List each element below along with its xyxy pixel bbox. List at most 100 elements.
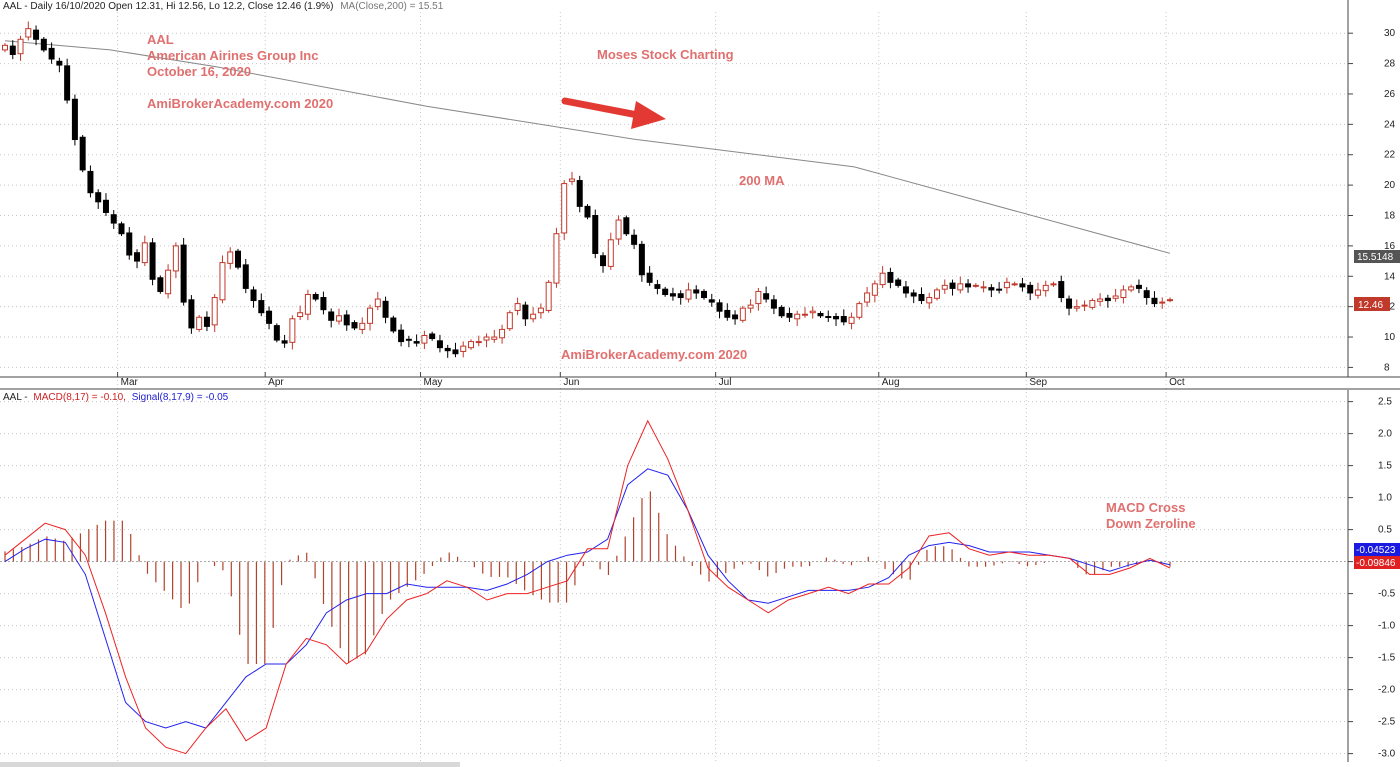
candle-body <box>126 232 133 256</box>
candle-body <box>623 217 630 235</box>
candle-body <box>444 347 451 352</box>
annotation-ma-label: 200 MA <box>739 173 785 188</box>
candle-body <box>856 303 863 318</box>
candle-body <box>506 312 513 330</box>
candle-body <box>1019 283 1026 288</box>
candle-body <box>669 293 676 297</box>
candle-body <box>33 29 40 40</box>
sheet-tab-strip[interactable] <box>0 762 460 767</box>
candle-body <box>273 325 280 341</box>
price-y-tick-label: 14 <box>1384 271 1396 282</box>
annotation-company: American Airines Group Inc <box>147 48 318 63</box>
candle-body <box>219 262 226 301</box>
price-y-tick-label: 24 <box>1384 119 1396 130</box>
month-label: May <box>424 377 443 388</box>
macd-histogram-layer <box>4 491 1171 664</box>
candle-body <box>149 242 156 280</box>
candle-body <box>242 264 249 289</box>
candle-body <box>537 307 544 314</box>
price-y-tick-label: 22 <box>1384 150 1396 161</box>
candle-body <box>79 136 86 171</box>
candle-body <box>732 314 739 320</box>
macd-y-tick-label: -1.5 <box>1378 653 1396 664</box>
candle-body <box>382 300 389 318</box>
candle-body <box>491 336 498 340</box>
close-value-badge: 12.46 <box>1354 297 1390 311</box>
candle-body <box>910 292 917 297</box>
macd-y-tick-label: -2.0 <box>1378 685 1396 696</box>
candle-body <box>297 312 304 318</box>
candle-body <box>421 335 428 344</box>
candle-body <box>1011 283 1018 286</box>
candle-body <box>965 283 972 288</box>
candle-body <box>1058 281 1065 299</box>
candle-body <box>631 234 638 245</box>
candle-body <box>165 269 172 295</box>
candle-body <box>483 336 490 341</box>
candle-body <box>561 183 568 234</box>
grid-lines <box>0 12 1353 762</box>
candle-body <box>48 47 55 60</box>
candle-body <box>1003 281 1010 289</box>
annotation-ticker: AAL <box>147 32 174 47</box>
month-label: Apr <box>268 377 284 388</box>
macd-panel[interactable] <box>0 390 1348 762</box>
macd-y-tick-label: 0.5 <box>1378 525 1392 536</box>
candle-body <box>56 60 63 66</box>
macd-y-tick-label: 2.5 <box>1378 397 1392 408</box>
candle-body <box>398 329 405 343</box>
candle-body <box>413 341 420 344</box>
ma200-layer <box>4 40 1171 254</box>
price-y-tick-label: 18 <box>1384 210 1396 221</box>
candle-body <box>592 214 599 254</box>
annotation-brand: Moses Stock Charting <box>597 47 734 62</box>
candle-body <box>281 340 288 344</box>
annotation-date: October 16, 2020 <box>147 64 251 79</box>
candle-body <box>1097 298 1104 302</box>
candle-body <box>949 282 956 289</box>
candles-layer <box>2 21 1173 358</box>
candle-body <box>17 38 24 55</box>
candle-body <box>879 272 886 286</box>
macd-value-badge: -0.09846 <box>1354 556 1400 569</box>
candle-body <box>840 316 847 323</box>
macd-header-macd: MACD(8,17) = -0.10, <box>33 392 126 403</box>
price-y-tick-label: 16 <box>1384 241 1396 252</box>
candle-body <box>584 205 591 218</box>
candle-body <box>390 317 397 332</box>
candle-body <box>1120 289 1127 299</box>
ma-value-badge: 15.5148 <box>1354 250 1400 263</box>
candle-body <box>996 288 1003 291</box>
price-header: AAL - Daily 16/10/2020 Open 12.31, Hi 12… <box>3 1 444 12</box>
price-y-tick-label: 28 <box>1384 59 1396 70</box>
month-label: Jul <box>719 377 732 388</box>
ma-value-text: 15.5148 <box>1357 252 1394 263</box>
candle-body <box>266 310 273 324</box>
candle-body <box>1151 297 1158 305</box>
candle-body <box>1027 284 1034 294</box>
candle-body <box>1112 295 1119 299</box>
candle-body <box>864 292 871 303</box>
month-label: Aug <box>882 377 900 388</box>
candle-body <box>359 322 366 330</box>
price-panel[interactable] <box>0 12 1348 375</box>
macd-y-tick-label: -1.0 <box>1378 621 1396 632</box>
candle-body <box>1128 286 1135 291</box>
candle-body <box>102 199 109 213</box>
candle-body <box>1066 298 1073 309</box>
x-month-labels: Mar Apr May Jun Jul Aug Sep Oct <box>121 377 1185 388</box>
candle-body <box>848 316 855 324</box>
macd-header: AAL - MACD(8,17) = -0.10, Signal(8,17,9)… <box>3 392 229 403</box>
macd-header-prefix: AAL - <box>3 392 28 403</box>
candle-body <box>351 322 358 329</box>
candle-body <box>716 302 723 312</box>
candle-body <box>677 293 684 299</box>
candle-body <box>172 245 179 272</box>
candle-body <box>1135 284 1142 289</box>
candle-body <box>941 284 948 290</box>
candle-body <box>118 223 125 235</box>
macd-y-tick-label: -0.5 <box>1378 589 1396 600</box>
candle-body <box>180 244 187 303</box>
ma200-line <box>4 40 1171 254</box>
